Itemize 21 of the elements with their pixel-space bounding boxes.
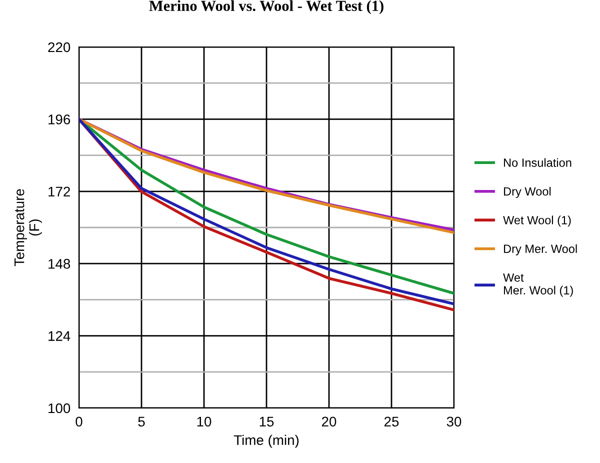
legend-label: Dry Mer. Wool — [504, 244, 577, 256]
legend-label: No Insulation — [504, 158, 572, 167]
legend-label: Wet Wool (1) — [503, 216, 571, 227]
x-tick-label: 10 — [197, 416, 212, 427]
y-tick-label: 172 — [48, 186, 70, 196]
x-axis-title: Time (min) — [234, 434, 299, 448]
y-axis-title: Temperature (F) — [14, 189, 42, 266]
y-tick-label: 100 — [48, 403, 70, 414]
y-tick-label: 124 — [48, 331, 70, 341]
x-tick-label: 5 — [138, 416, 145, 427]
x-tick-label: 25 — [384, 416, 399, 427]
y-tick-label: 220 — [48, 42, 70, 52]
legend-label: Dry Wool — [504, 186, 551, 198]
chart-title: Merino Wool vs. Wool - Wet Test (1) — [149, 0, 384, 14]
legend-label: Wet Mer. Wool (1) — [503, 274, 573, 297]
x-tick-label: 30 — [446, 416, 462, 427]
y-tick-label: 196 — [48, 114, 70, 124]
x-tick-label: 0 — [76, 416, 82, 427]
x-tick-label: 15 — [260, 416, 274, 427]
x-tick-label: 20 — [322, 416, 336, 427]
y-tick-label: 148 — [48, 258, 70, 269]
